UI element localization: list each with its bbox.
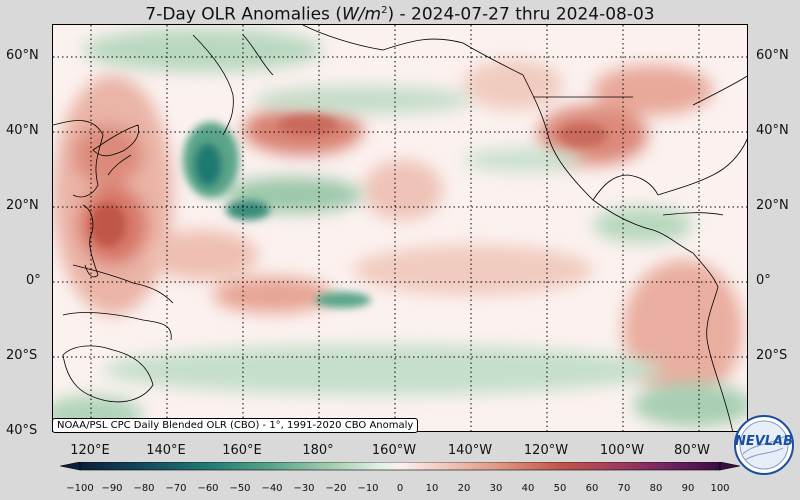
title-main: 7-Day OLR Anomalies ( bbox=[145, 4, 342, 25]
lat-label-60n-left: 60°N bbox=[6, 48, 39, 63]
colorbar-tick-label: −60 bbox=[197, 483, 219, 494]
colorbar-tick-label: −40 bbox=[261, 483, 283, 494]
colorbar-tick-label: 90 bbox=[681, 483, 695, 494]
graticule bbox=[53, 25, 747, 431]
colorbar-tick-label: 60 bbox=[585, 483, 599, 494]
lon-label-140w: 140°W bbox=[447, 443, 493, 458]
lat-label-eq-left: 0° bbox=[26, 273, 41, 288]
lon-label-140e: 140°E bbox=[146, 443, 186, 458]
lat-label-20s-left: 20°S bbox=[6, 348, 38, 363]
lat-label-40n-right: 40°N bbox=[756, 123, 789, 138]
lat-label-20n-left: 20°N bbox=[6, 198, 39, 213]
colorbar-gradient bbox=[79, 462, 721, 471]
colorbar-max-arrow bbox=[719, 462, 740, 471]
lat-label-40n-left: 40°N bbox=[6, 123, 39, 138]
colorbar-tick-label: 30 bbox=[489, 483, 503, 494]
lon-label-120w: 120°W bbox=[523, 443, 569, 458]
colorbar-tick-label: 10 bbox=[425, 483, 439, 494]
colorbar-tick-label: −70 bbox=[165, 483, 187, 494]
colorbar-tick-label: −30 bbox=[293, 483, 315, 494]
lat-label-eq-right: 0° bbox=[756, 273, 771, 288]
lon-label-120e: 120°E bbox=[70, 443, 110, 458]
colorbar-tick-label: 40 bbox=[521, 483, 535, 494]
data-source-credit: NOAA/PSL CPC Daily Blended OLR (CBO) - 1… bbox=[52, 418, 419, 433]
strong-anomaly-cores bbox=[90, 115, 608, 308]
colorbar-tick-label: −20 bbox=[325, 483, 347, 494]
lon-label-160w: 160°W bbox=[371, 443, 417, 458]
colorbar-tick-label: −90 bbox=[101, 483, 123, 494]
colorbar-tick-label: −10 bbox=[357, 483, 379, 494]
colorbar-tick-label: 50 bbox=[553, 483, 567, 494]
map-panel[interactable] bbox=[52, 24, 748, 432]
lat-label-60n-right: 60°N bbox=[756, 48, 789, 63]
colorbar-tick-label: 0 bbox=[396, 483, 404, 494]
colorbar-tick-label: 80 bbox=[649, 483, 663, 494]
colorbar-tick-label: 20 bbox=[457, 483, 471, 494]
nevlab-logo-icon bbox=[734, 415, 794, 475]
lon-label-160e: 160°E bbox=[222, 443, 262, 458]
logo-text: NEVLAB bbox=[734, 434, 794, 449]
colorbar-tick-label: −100 bbox=[66, 483, 94, 494]
title-date-range: ) - 2024-07-27 thru 2024-08-03 bbox=[387, 4, 655, 25]
colorbar-tick-label: 70 bbox=[617, 483, 631, 494]
title-exponent: 2 bbox=[381, 5, 388, 16]
lat-label-40s-left: 40°S bbox=[6, 423, 38, 438]
lat-label-20s-right: 20°S bbox=[756, 348, 788, 363]
colorbar-tick-label: −80 bbox=[133, 483, 155, 494]
colorbar bbox=[60, 462, 740, 471]
coastlines bbox=[53, 25, 747, 431]
lon-label-180: 180° bbox=[302, 443, 334, 458]
olr-anomaly-field bbox=[53, 25, 747, 431]
lon-label-80w: 80°W bbox=[674, 443, 710, 458]
colorbar-min-arrow bbox=[60, 462, 81, 471]
map-title: 7-Day OLR Anomalies (W/m2) - 2024-07-27 … bbox=[0, 0, 800, 25]
lat-label-20n-right: 20°N bbox=[756, 198, 789, 213]
lon-label-100w: 100°W bbox=[599, 443, 645, 458]
colorbar-tick-label: −50 bbox=[229, 483, 251, 494]
colorbar-tick-label: 100 bbox=[710, 483, 730, 494]
title-unit: W/m bbox=[341, 4, 382, 25]
